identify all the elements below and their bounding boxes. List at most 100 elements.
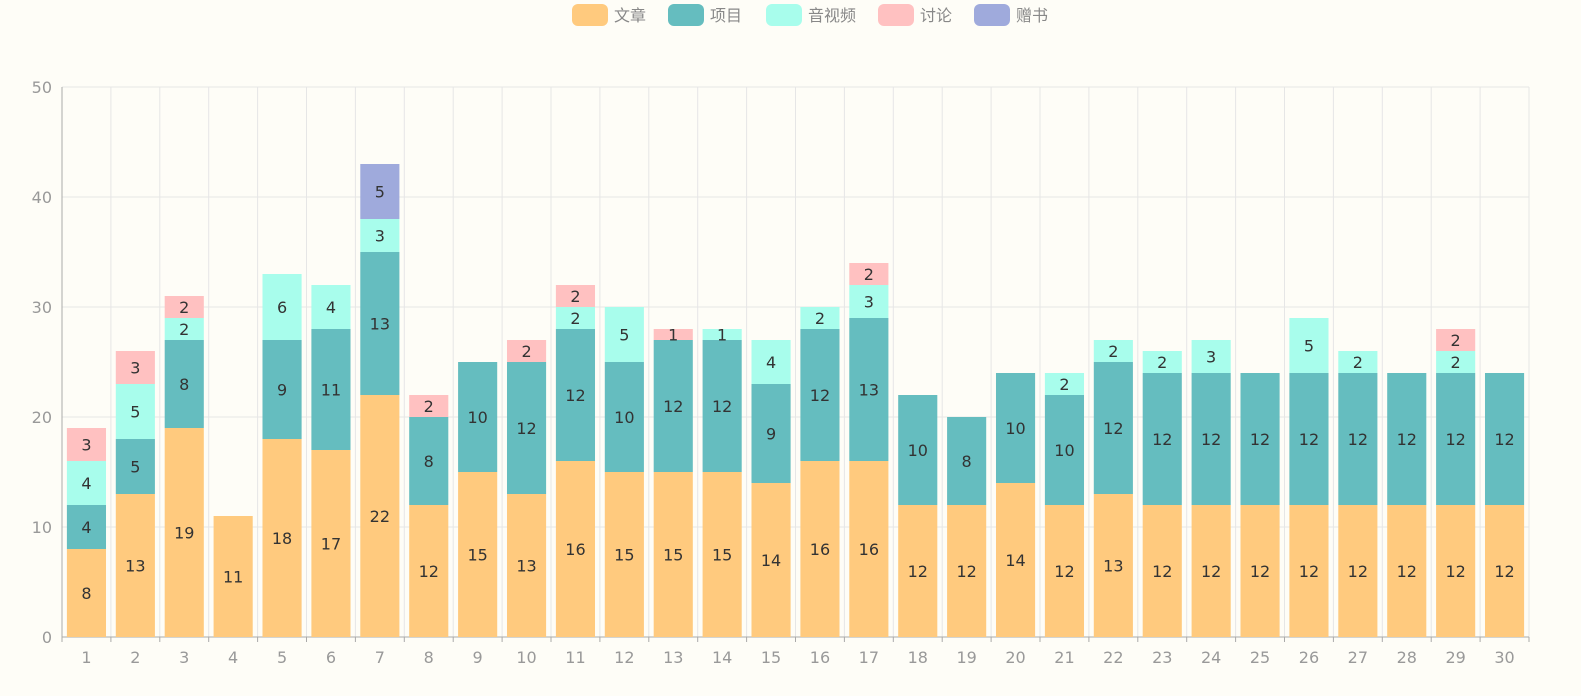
legend-item[interactable]: 项目 — [668, 4, 742, 26]
bar-segment[interactable] — [702, 472, 742, 637]
bar-segment[interactable] — [164, 318, 204, 340]
bar-segment[interactable] — [360, 219, 400, 252]
bar-value-label: 15 — [663, 546, 683, 565]
bar-segment[interactable] — [653, 340, 693, 472]
bar-segment[interactable] — [1436, 351, 1476, 373]
bar-segment[interactable] — [506, 494, 547, 637]
bar-segment[interactable] — [898, 505, 938, 637]
bar-segment[interactable] — [1289, 318, 1329, 373]
bar-segment[interactable] — [1240, 505, 1280, 637]
bar-segment[interactable] — [947, 505, 987, 637]
bar-segment[interactable] — [1142, 351, 1182, 373]
bar-segment[interactable] — [898, 395, 938, 505]
bar-segment[interactable] — [1289, 373, 1329, 505]
bar-segment[interactable] — [1093, 362, 1133, 494]
bar-segment[interactable] — [604, 472, 644, 637]
bar-segment[interactable] — [1142, 505, 1182, 637]
bar-segment[interactable] — [262, 340, 302, 439]
bar-segment[interactable] — [800, 461, 840, 637]
bar-segment[interactable] — [1191, 505, 1231, 637]
bar-segment[interactable] — [311, 450, 351, 637]
legend-item[interactable]: 讨论 — [878, 4, 952, 26]
bar-segment[interactable] — [555, 285, 596, 307]
bar-segment[interactable] — [1142, 373, 1182, 505]
bar-segment[interactable] — [409, 395, 449, 417]
bar-segment[interactable] — [164, 340, 204, 428]
bar-segment[interactable] — [66, 461, 107, 505]
bar-segment[interactable] — [1484, 373, 1525, 505]
bar-segment[interactable] — [1387, 373, 1427, 505]
bar-segment[interactable] — [360, 164, 400, 219]
bar-segment[interactable] — [360, 252, 400, 395]
bar-segment[interactable] — [164, 296, 204, 318]
bar-segment[interactable] — [800, 307, 840, 329]
bar-segment[interactable] — [458, 362, 498, 472]
bar-segment[interactable] — [1044, 373, 1085, 395]
bar-segment[interactable] — [1240, 373, 1280, 505]
bar-segment[interactable] — [311, 329, 351, 450]
bar-segment[interactable] — [1436, 373, 1476, 505]
bar-segment[interactable] — [702, 340, 742, 472]
bar-value-label: 8 — [81, 584, 91, 603]
bar-segment[interactable] — [360, 395, 400, 637]
bar-segment[interactable] — [506, 340, 547, 362]
bar-segment[interactable] — [66, 428, 107, 461]
bar-segment[interactable] — [213, 516, 253, 637]
bar-segment[interactable] — [849, 318, 889, 461]
bar-segment[interactable] — [1338, 505, 1378, 637]
bar-segment[interactable] — [555, 307, 596, 329]
bar-segment[interactable] — [849, 263, 889, 285]
bar-segment[interactable] — [1484, 505, 1525, 637]
bar-segment[interactable] — [849, 461, 889, 637]
bar-segment[interactable] — [458, 472, 498, 637]
bar-segment[interactable] — [1093, 494, 1133, 637]
bar-segment[interactable] — [995, 483, 1036, 637]
bar-segment[interactable] — [555, 461, 596, 637]
bar-segment[interactable] — [115, 384, 155, 439]
bar-segment[interactable] — [995, 373, 1036, 483]
bar-segment[interactable] — [1289, 505, 1329, 637]
chart-legend[interactable]: 文章 项目 音视频 讨论 赠书 — [572, 4, 1048, 26]
bar-segment[interactable] — [1093, 340, 1133, 362]
bar-segment[interactable] — [311, 285, 351, 329]
legend-item[interactable]: 赠书 — [974, 4, 1048, 26]
bar-segment[interactable] — [115, 439, 155, 494]
bar-segment[interactable] — [262, 274, 302, 340]
bar-segment[interactable] — [555, 329, 596, 461]
bar-segment[interactable] — [1387, 505, 1427, 637]
bar-segment[interactable] — [1191, 340, 1231, 373]
bar-segment[interactable] — [164, 428, 204, 637]
bar-segment[interactable] — [751, 483, 791, 637]
bar-segment[interactable] — [1338, 351, 1378, 373]
bar-segment[interactable] — [1044, 505, 1085, 637]
bar-segment[interactable] — [751, 340, 791, 384]
bar-segment[interactable] — [262, 439, 302, 637]
x-tick-label: 26 — [1299, 648, 1319, 667]
bar-segment[interactable] — [506, 362, 547, 494]
bar-segment[interactable] — [115, 351, 155, 384]
bar-segment[interactable] — [1436, 329, 1476, 351]
bar-value-label: 2 — [179, 298, 189, 317]
bar-segment[interactable] — [751, 384, 791, 483]
bar-segment[interactable] — [1436, 505, 1476, 637]
bar-segment[interactable] — [849, 285, 889, 318]
legend-item[interactable]: 音视频 — [766, 4, 856, 26]
bar-segment[interactable] — [115, 494, 155, 637]
bar-segment[interactable] — [653, 329, 693, 340]
bar-segment[interactable] — [66, 549, 107, 637]
bar-segment[interactable] — [1044, 395, 1085, 505]
bar-segment[interactable] — [409, 505, 449, 637]
bar-segment[interactable] — [702, 329, 742, 340]
bar-segment[interactable] — [653, 472, 693, 637]
bar-segment[interactable] — [409, 417, 449, 505]
bar-segment[interactable] — [1338, 373, 1378, 505]
bar-segment[interactable] — [604, 362, 644, 472]
bar-segment[interactable] — [604, 307, 644, 362]
bar-segment[interactable] — [1191, 373, 1231, 505]
bar-value-label: 12 — [1445, 430, 1465, 449]
bar-segment[interactable] — [947, 417, 987, 505]
bar-segment[interactable] — [66, 505, 107, 549]
bar-segment[interactable] — [800, 329, 840, 461]
bar-value-label: 15 — [614, 546, 634, 565]
legend-item[interactable]: 文章 — [572, 4, 646, 26]
